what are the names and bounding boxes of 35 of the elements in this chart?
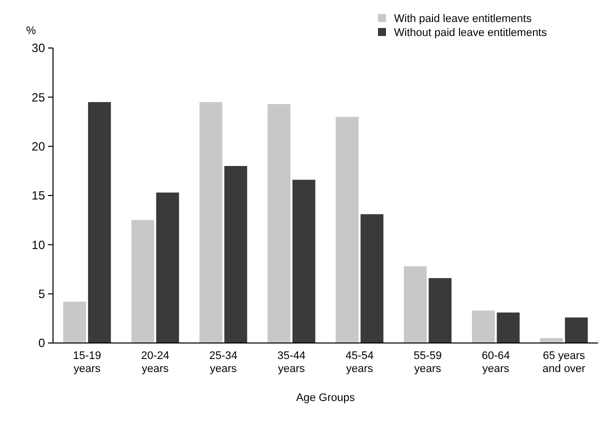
- bar: [360, 214, 384, 343]
- bar: [63, 302, 86, 343]
- y-tick-label: 5: [38, 287, 46, 302]
- y-axis-title: %: [26, 25, 36, 37]
- bar: [292, 180, 316, 343]
- bar: [564, 317, 588, 343]
- x-tick-label: 45-54 years: [345, 350, 374, 375]
- bar: [88, 102, 111, 343]
- y-tick-label: 0: [38, 336, 46, 350]
- bar: [404, 266, 427, 343]
- y-tick-label: 15: [32, 188, 46, 203]
- x-tick-label: 60-64 years: [482, 350, 510, 375]
- bar: [472, 310, 495, 343]
- bar: [268, 104, 290, 343]
- x-tick-label: 55-59 years: [414, 350, 442, 375]
- legend-label: Without paid leave entitlements: [394, 27, 548, 39]
- legend-label: With paid leave entitlements: [394, 13, 532, 25]
- bar: [540, 338, 563, 343]
- y-tick-label: 20: [32, 140, 46, 154]
- bar: [428, 278, 452, 343]
- bar: [199, 102, 222, 343]
- bar: [496, 312, 520, 343]
- y-tick-label: 25: [32, 90, 46, 104]
- bar: [156, 192, 180, 343]
- x-axis-title: Age Groups: [296, 392, 356, 404]
- y-tick-label: 10: [32, 238, 46, 252]
- x-tick-label: 25-34 years: [209, 350, 238, 375]
- x-tick-label: 15-19 years: [72, 350, 102, 375]
- x-tick-label: 35-44 years: [277, 350, 306, 375]
- bar: [224, 166, 248, 343]
- x-tick-label: 20-24 years: [141, 350, 170, 375]
- x-tick-label: 65 years and over: [542, 350, 586, 375]
- y-tick-label: 30: [32, 41, 46, 56]
- bar: [336, 116, 359, 343]
- bar: [131, 220, 154, 343]
